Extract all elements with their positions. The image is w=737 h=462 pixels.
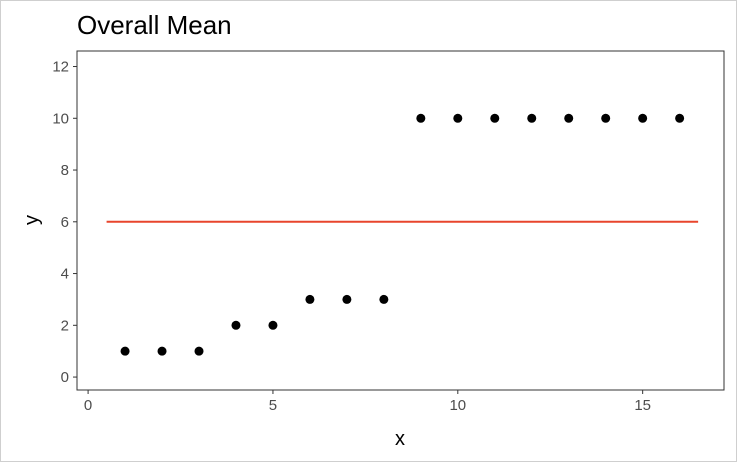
y-tick-label: 6 xyxy=(61,214,69,231)
data-point xyxy=(564,113,574,123)
data-point xyxy=(305,294,315,304)
data-point xyxy=(231,320,241,330)
y-tick-label: 0 xyxy=(61,369,69,386)
x-tick-label: 5 xyxy=(269,397,277,414)
data-point xyxy=(120,346,130,356)
y-axis: 0 2 4 6 8 10 12 xyxy=(52,59,77,386)
data-point xyxy=(638,113,648,123)
data-point xyxy=(675,113,685,123)
data-point xyxy=(527,113,537,123)
y-axis-title: y xyxy=(21,215,43,225)
x-axis-title: x xyxy=(395,428,405,450)
data-point xyxy=(157,346,167,356)
points-layer xyxy=(120,113,685,356)
plot-panel xyxy=(76,50,725,391)
y-tick-label: 8 xyxy=(61,162,69,179)
x-axis: 0 5 10 15 xyxy=(84,390,651,414)
x-tick-label: 10 xyxy=(449,397,466,414)
data-point xyxy=(453,113,463,123)
y-tick-label: 2 xyxy=(61,317,69,334)
data-point xyxy=(379,294,389,304)
data-point xyxy=(342,294,352,304)
x-tick-label: 15 xyxy=(634,397,651,414)
data-point xyxy=(194,346,204,356)
x-tick-label: 0 xyxy=(84,397,92,414)
chart-title: Overall Mean xyxy=(77,10,232,40)
data-point xyxy=(416,113,426,123)
y-tick-label: 12 xyxy=(52,59,69,76)
y-tick-label: 10 xyxy=(52,110,69,127)
data-point xyxy=(601,113,611,123)
y-tick-label: 4 xyxy=(61,266,69,283)
data-point xyxy=(268,320,278,330)
data-point xyxy=(490,113,500,123)
